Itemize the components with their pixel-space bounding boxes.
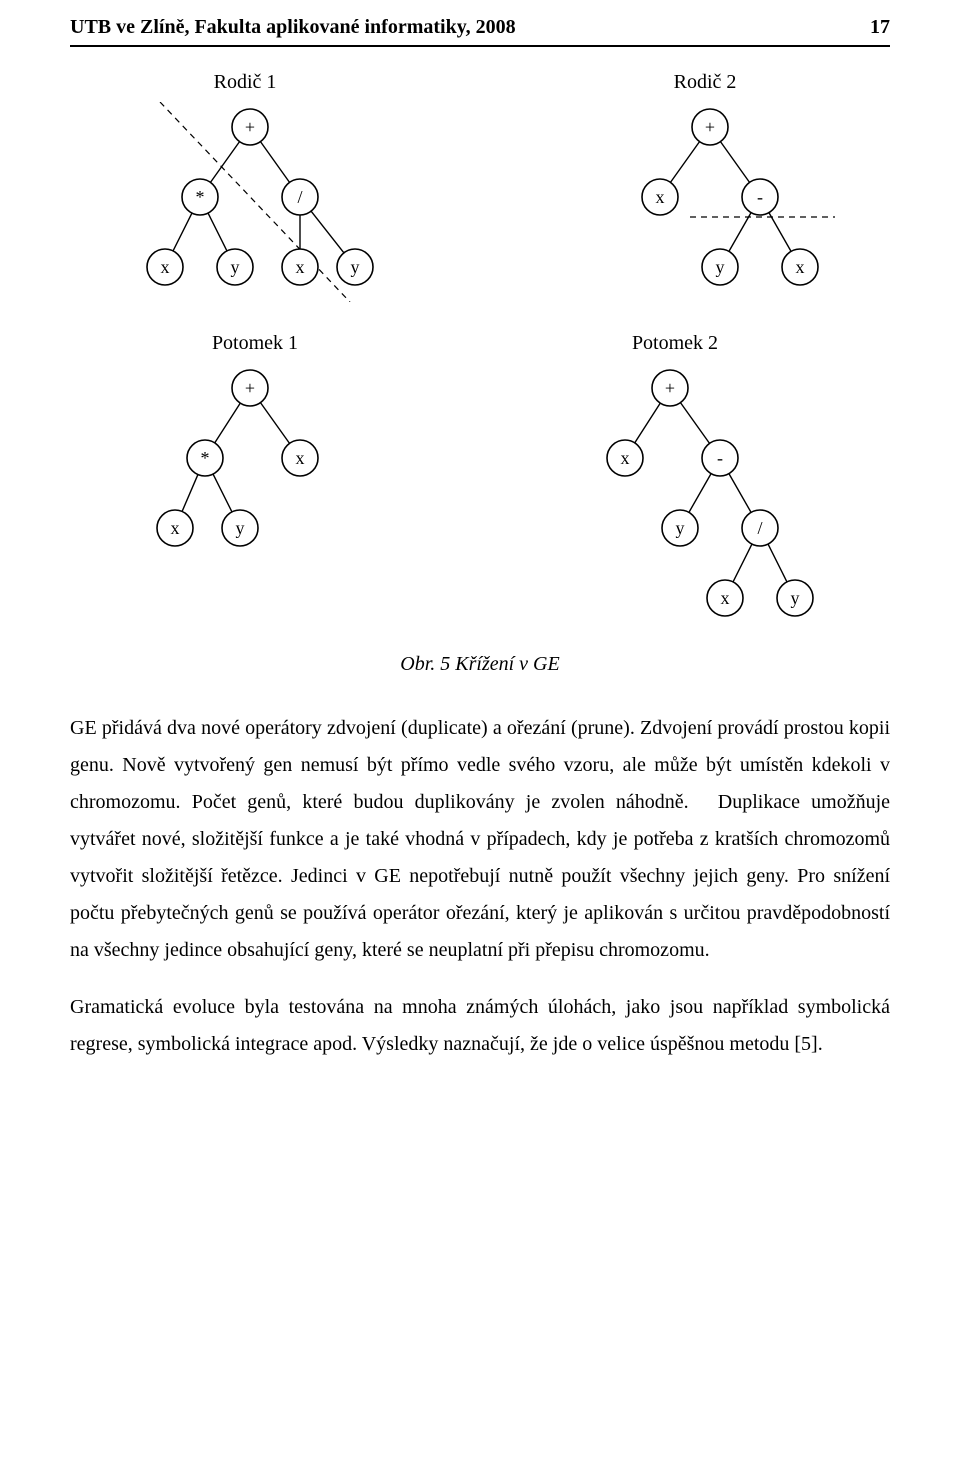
child1-tree: + * x x y [130,363,370,563]
svg-text:y: y [236,518,245,538]
svg-text:x: x [296,448,305,468]
child1-label: Potomek 1 [130,332,380,355]
svg-text:x: x [721,588,730,608]
tree-diagram-children: Potomek 1 + * x x y Potomek 2 + x - y / x y [70,332,890,623]
svg-text:/: / [297,187,302,207]
svg-text:x: x [656,187,665,207]
svg-text:/: / [757,518,762,538]
tree-diagram-parents: Rodič 1 + * / x y x y Rodič 2 + x - y x [70,71,890,302]
svg-text:x: x [161,257,170,277]
svg-text:+: + [705,117,715,137]
parent2-tree: + x - y x [580,102,840,302]
paragraph-1b: Duplikace umožňuje vytvářet nové, složit… [70,791,890,961]
paragraph-2: Gramatická evoluce byla testována na mno… [70,989,890,1063]
svg-text:y: y [791,588,800,608]
svg-text:x: x [171,518,180,538]
header-left: UTB ve Zlíně, Fakulta aplikované informa… [70,16,516,39]
page-header: UTB ve Zlíně, Fakulta aplikované informa… [70,0,890,47]
page: UTB ve Zlíně, Fakulta aplikované informa… [0,0,960,1123]
svg-text:y: y [231,257,240,277]
parent1-block: Rodič 1 + * / x y x y [120,71,380,302]
svg-text:*: * [196,187,205,207]
paragraph-1: GE přidává dva nové operátory zdvojení (… [70,710,890,969]
svg-text:y: y [716,257,725,277]
svg-text:-: - [757,187,763,207]
svg-text:*: * [201,448,210,468]
svg-text:+: + [245,378,255,398]
parent1-tree: + * / x y x y [120,102,380,302]
svg-text:+: + [665,378,675,398]
svg-text:y: y [676,518,685,538]
child2-label: Potomek 2 [550,332,800,355]
body-text: GE přidává dva nové operátory zdvojení (… [70,710,890,1063]
child2-tree: + x - y / x y [550,363,830,623]
svg-text:+: + [245,117,255,137]
child2-block: Potomek 2 + x - y / x y [550,332,830,623]
svg-text:x: x [621,448,630,468]
svg-text:x: x [796,257,805,277]
parent1-label: Rodič 1 [120,71,370,94]
svg-text:-: - [717,448,723,468]
header-page-number: 17 [870,16,890,39]
parent2-label: Rodič 2 [580,71,830,94]
svg-text:x: x [296,257,305,277]
parent2-block: Rodič 2 + x - y x [580,71,840,302]
figure-caption: Obr. 5 Křížení v GE [70,653,890,676]
svg-text:y: y [351,257,360,277]
child1-block: Potomek 1 + * x x y [130,332,380,563]
